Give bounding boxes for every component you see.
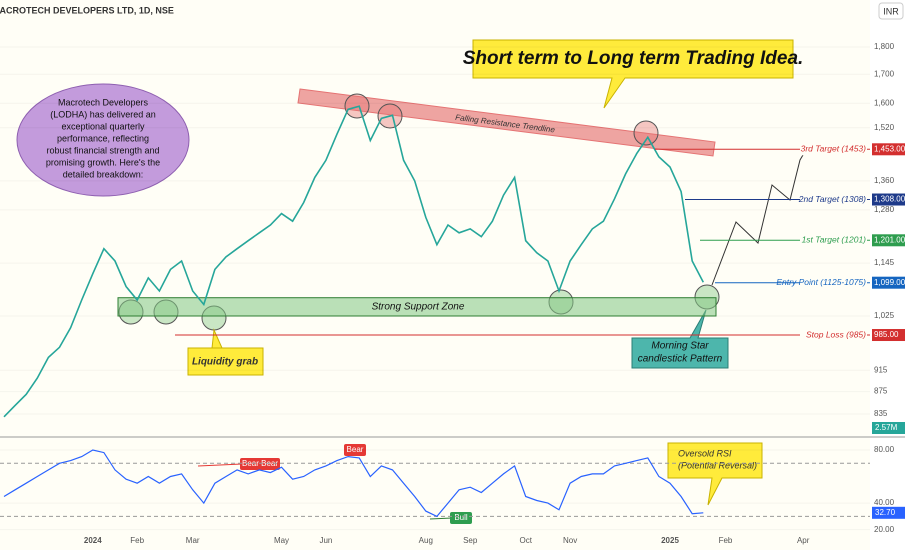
level-label: 1st Target (1201) — [802, 235, 867, 245]
projection-path — [711, 149, 807, 286]
x-tick-label: 2024 — [84, 536, 102, 545]
signal-label: Bull — [454, 513, 468, 522]
note-line: performance, reflecting — [57, 133, 149, 143]
series-line — [3, 105, 705, 418]
y-tick-label: 1,520 — [874, 123, 895, 132]
price-tag: 1,201.00 — [874, 235, 905, 244]
signal-line — [429, 517, 453, 520]
chart-title: Short term to Long term Trading Idea. — [463, 48, 804, 69]
price-tag-box — [872, 329, 905, 342]
x-tick-label: Mar — [186, 536, 200, 545]
x-tick-label: Aug — [419, 536, 433, 545]
y-tick-label: 1,700 — [874, 69, 895, 78]
x-tick-label: Jun — [319, 536, 332, 545]
currency: INR — [883, 6, 899, 16]
y-tick-label: 1,145 — [874, 258, 895, 267]
note-line: detailed breakdown: — [63, 169, 144, 179]
signal-label: Bear — [347, 445, 364, 454]
y-tick-label: 20.00 — [874, 525, 895, 534]
series-line — [3, 449, 704, 518]
price-tag: 1,453.00 — [874, 144, 905, 153]
axis-bg — [870, 0, 905, 550]
price-tag: 1,099.00 — [874, 278, 905, 287]
x-tick-label: Feb — [130, 536, 144, 545]
level-label-bg — [800, 234, 867, 247]
level-label-bg — [800, 276, 867, 289]
x-tick-label: May — [274, 536, 289, 545]
price-tag-box — [872, 276, 905, 289]
y-tick-label: 1,800 — [874, 42, 895, 51]
level-label-bg — [800, 193, 867, 206]
rsi-callout: Oversold RSI — [678, 448, 732, 458]
support-zone — [117, 297, 717, 317]
price-tag-box — [872, 143, 905, 156]
volume-tag-box — [872, 422, 905, 434]
title-box — [472, 39, 794, 109]
x-tick-label: Oct — [519, 536, 532, 545]
note-line: Macrotech Developers — [58, 97, 149, 107]
y-tick-label: 915 — [874, 365, 888, 374]
note: Macrotech Developers (LODHA) has delivere… — [46, 97, 160, 179]
y-tick-label: 1,280 — [874, 205, 895, 214]
level-label: Stop Loss (985) — [806, 329, 866, 339]
y-tick-label: 1,600 — [874, 98, 895, 107]
volume-tag: 2.57M — [875, 423, 898, 432]
pattern-box — [631, 309, 729, 369]
note-line: (LODHA) has delivered an — [50, 109, 156, 119]
price-tag-box — [872, 234, 905, 247]
currency-box — [878, 2, 904, 20]
pattern-label: Morning Star — [651, 341, 709, 352]
signal-box — [240, 458, 280, 470]
level-label: 3rd Target (1453) — [801, 144, 867, 154]
y-tick-label: 80.00 — [874, 445, 895, 454]
rsi-callout-box — [667, 442, 763, 506]
liquidity-label: Liquidity grab — [192, 357, 258, 368]
level-label: Entry Point (1125-1075) — [776, 277, 866, 287]
rsi-tag: 32.70 — [875, 508, 896, 517]
support-label: Strong Support Zone — [372, 301, 465, 312]
rsi-tag-box — [872, 506, 905, 519]
signal-box — [344, 444, 366, 456]
liquidity-box — [187, 328, 264, 376]
pattern-label: candlestick Pattern — [638, 354, 723, 365]
signal-box — [450, 512, 472, 524]
x-tick-label: Sep — [463, 536, 478, 545]
note-bubble — [16, 83, 190, 197]
note-line: exceptional quarterly — [61, 121, 145, 131]
y-tick-label: 40.00 — [874, 498, 895, 507]
level-label: 2nd Target (1308) — [798, 194, 866, 204]
y-tick-label: 1,025 — [874, 311, 895, 320]
y-tick-label: 835 — [874, 409, 888, 418]
price-tag: 1,308.00 — [874, 195, 905, 204]
y-tick-label: 1,360 — [874, 176, 895, 185]
resistance-band — [297, 88, 716, 157]
symbol: MACROTECH DEVELOPERS LTD, 1D, NSE — [0, 5, 174, 15]
x-tick-label: Nov — [563, 536, 577, 545]
note-line: promising growth. Here's the — [46, 157, 160, 167]
note-line: robust financial strength and — [46, 145, 159, 155]
level-label-bg — [800, 329, 867, 342]
rsi-callout: (Potential Reversal) — [678, 460, 757, 470]
x-tick-label: 2025 — [661, 536, 679, 545]
signal-line — [197, 463, 243, 467]
x-tick-label: Apr — [797, 536, 810, 545]
y-tick-label: 875 — [874, 387, 888, 396]
level-label-bg — [800, 143, 867, 156]
x-tick-label: Feb — [719, 536, 733, 545]
price-tag-box — [872, 193, 905, 206]
price-tag: 985.00 — [874, 330, 899, 339]
